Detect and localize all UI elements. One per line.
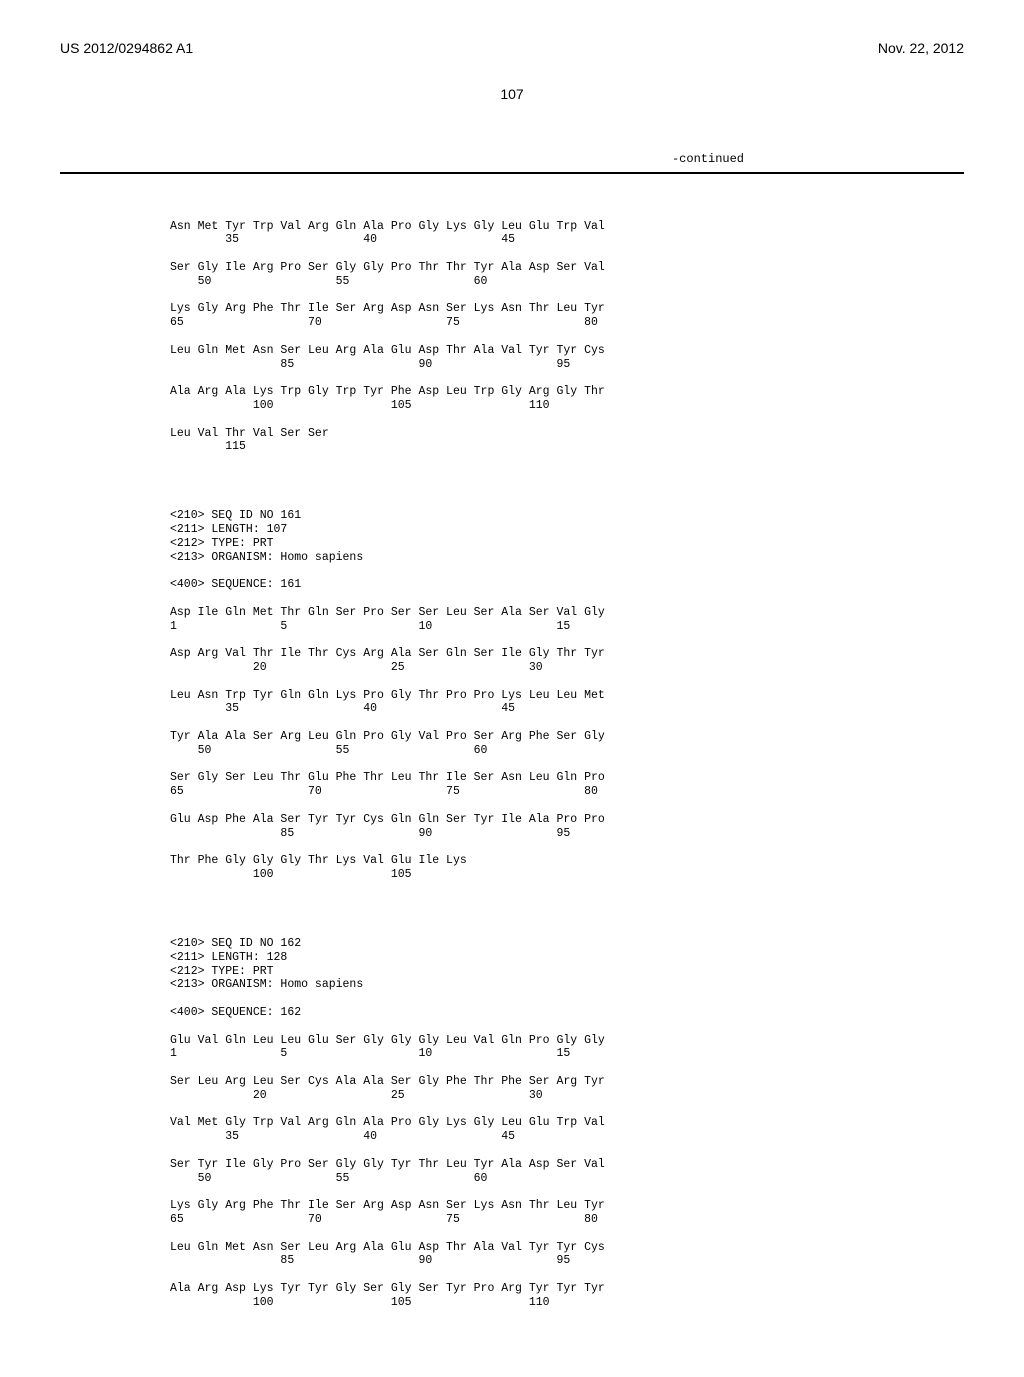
publication-date: Nov. 22, 2012 (878, 40, 964, 56)
sequence-top-rule (60, 172, 964, 174)
sequence-listing: Asn Met Tyr Trp Val Arg Gln Ala Pro Gly … (170, 192, 964, 1337)
page-header: US 2012/0294862 A1 Nov. 22, 2012 (60, 40, 964, 56)
seq161-block: <210> SEQ ID NO 161 <211> LENGTH: 107 <2… (170, 496, 964, 896)
page-number: 107 (60, 86, 964, 102)
continued-label: -continued (60, 152, 964, 166)
publication-number: US 2012/0294862 A1 (60, 40, 193, 56)
seq162-block: <210> SEQ ID NO 162 <211> LENGTH: 128 <2… (170, 923, 964, 1323)
seq160-tail: Asn Met Tyr Trp Val Arg Gln Ala Pro Gly … (170, 206, 964, 468)
